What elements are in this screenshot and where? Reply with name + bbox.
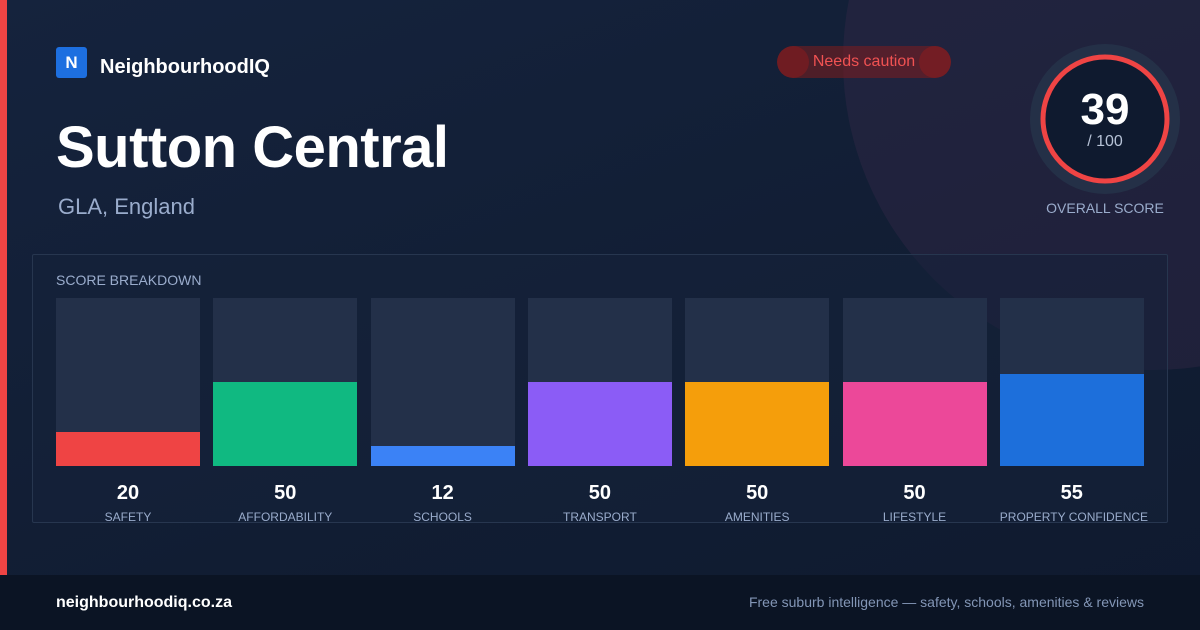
score-bar-track [527, 298, 672, 466]
score-bar-fill [213, 382, 358, 466]
overall-score-value: 39 [1080, 85, 1130, 134]
score-bar-track [370, 298, 515, 466]
score-bar-property-confidence: 55 PROPERTY CONFIDENCE [999, 298, 1149, 524]
score-bar-label: AFFORDABILITY [238, 510, 333, 524]
score-bar-fill [527, 382, 672, 466]
score-bar-fill [685, 382, 830, 466]
score-bar-label: SCHOOLS [413, 510, 472, 524]
score-bar-track [685, 298, 830, 466]
score-bar-value: 50 [274, 482, 297, 504]
score-bar-amenities: 50 AMENITIES [685, 298, 830, 524]
score-bar-lifestyle: 50 LIFESTYLE [842, 298, 987, 524]
score-bar-label: LIFESTYLE [882, 510, 947, 524]
score-bar-value: 55 [1060, 482, 1083, 504]
overall-score-max: / 100 [1087, 133, 1123, 150]
score-bar-track [842, 298, 987, 466]
score-bar-track [999, 298, 1144, 466]
score-bar-value: 50 [588, 482, 612, 504]
score-bar-label: PROPERTY CONFIDENCE [999, 510, 1149, 524]
status-badge: Needs caution [777, 46, 951, 78]
score-bar-transport: 50 TRANSPORT [527, 298, 672, 524]
score-bar-value: 20 [116, 482, 140, 504]
score-bar-value: 12 [431, 482, 454, 504]
score-bar-affordability: 50 AFFORDABILITY [213, 298, 358, 524]
score-bar-label: AMENITIES [724, 510, 790, 524]
score-bar-track [213, 298, 358, 466]
brand: N NeighbourhoodIQ [56, 46, 270, 79]
score-bar-track [56, 298, 200, 466]
page-title: Sutton Central [56, 115, 449, 180]
overall-score-label: OVERALL SCORE [1046, 200, 1164, 216]
score-bar-fill [56, 432, 200, 466]
score-ring-icon [1030, 44, 1180, 194]
footer: neighbourhoodiq.co.za Free suburb intell… [0, 575, 1200, 630]
score-bar-label: TRANSPORT [562, 510, 637, 524]
score-bar-value: 50 [903, 482, 926, 504]
score-bar-fill [842, 382, 987, 466]
footer-domain: neighbourhoodiq.co.za [56, 594, 232, 611]
brand-logo-icon: N [56, 47, 87, 78]
score-bar-fill [999, 373, 1144, 466]
location-region: GLA, England [58, 194, 195, 219]
score-bar-label: SAFETY [104, 510, 152, 524]
score-bar-safety: 20 SAFETY [56, 298, 200, 524]
accent-bar [0, 0, 7, 575]
footer-tagline: Free suburb intelligence — safety, schoo… [748, 594, 1144, 610]
score-breakdown-heading: SCORE BREAKDOWN [56, 272, 202, 288]
score-bar-schools: 12 SCHOOLS [370, 298, 515, 524]
brand-name: NeighbourhoodIQ [100, 56, 270, 78]
score-breakdown-panel: SCORE BREAKDOWN 20 SAFETY 50 AFFORDABILITY 1… [32, 254, 1168, 524]
overall-score-gauge: 39 / 100 [1029, 43, 1181, 195]
score-bar-value: 50 [746, 482, 769, 504]
score-bar-fill [370, 445, 515, 466]
status-badge-label: Needs caution [812, 53, 916, 70]
